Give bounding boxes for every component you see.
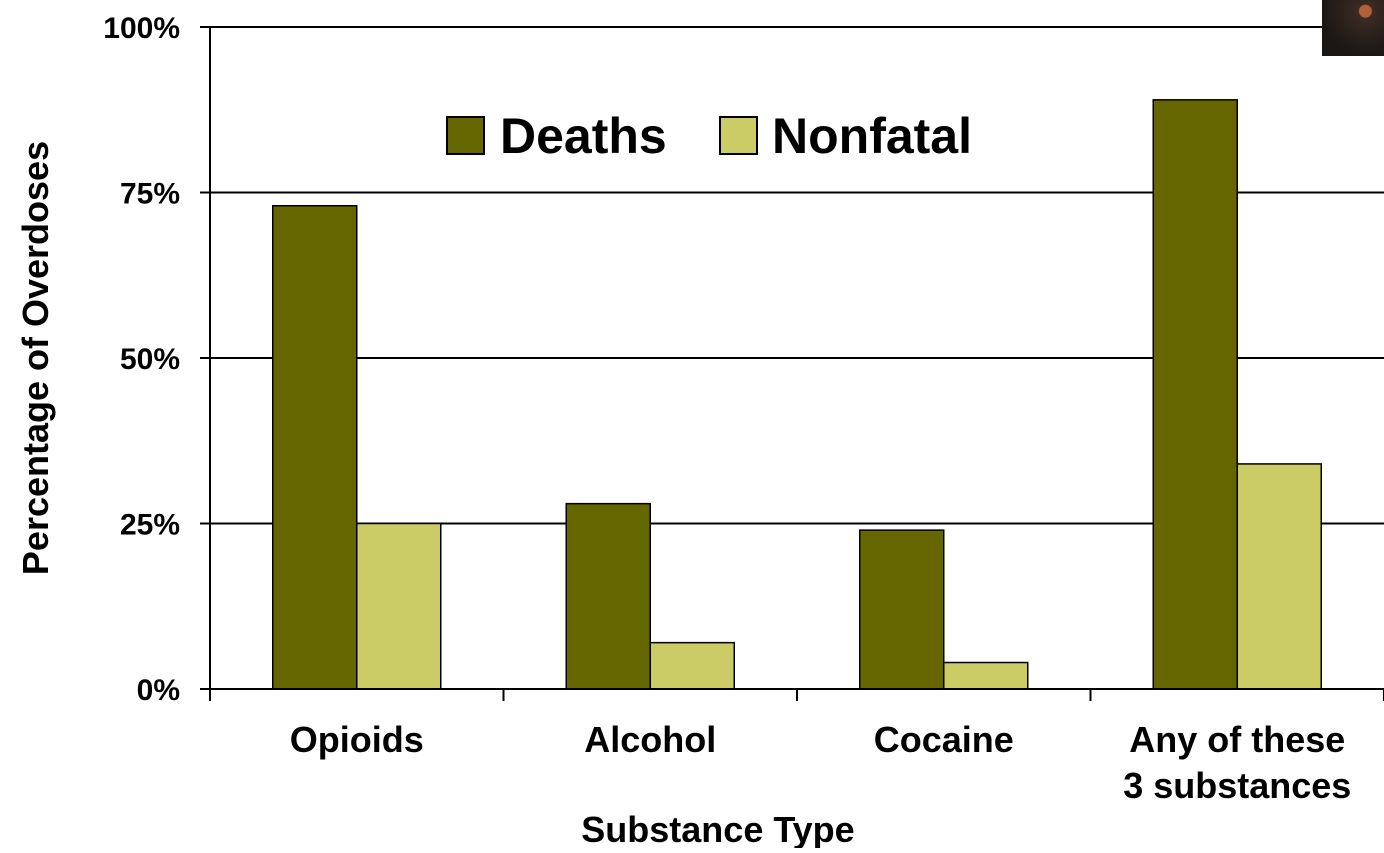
x-category-label: Alcohol [584, 719, 716, 760]
bar-deaths [565, 502, 651, 690]
bar-nonfatal [943, 661, 1029, 690]
y-tick-label: 25% [120, 509, 180, 542]
y-tick-labels: 0% 25% 50% 75% 100% [103, 12, 180, 707]
x-category-labels: Opioids Alcohol Cocaine Any of these 3 subst… [290, 719, 1352, 806]
y-axis-title: Percentage of Overdoses [15, 141, 56, 575]
x-category-label: Opioids [290, 719, 424, 760]
bar-deaths [1152, 99, 1238, 690]
axes [200, 26, 1384, 701]
bar-deaths [272, 204, 358, 690]
legend-label-nonfatal: Nonfatal [772, 108, 972, 164]
x-category-label: Any of these [1129, 719, 1345, 760]
bar-nonfatal [356, 522, 442, 690]
presenter-photo-thumbnail [1322, 0, 1384, 56]
y-tick-label: 50% [120, 343, 180, 376]
y-tick-label: 100% [103, 12, 180, 45]
legend-swatch-deaths [446, 116, 485, 155]
bar-nonfatal [1236, 463, 1322, 690]
y-tick-label: 0% [137, 674, 180, 707]
legend: Deaths Nonfatal [446, 108, 972, 164]
y-tick-label: 75% [120, 178, 180, 211]
bar-nonfatal [649, 641, 735, 690]
legend-label-deaths: Deaths [500, 108, 667, 164]
legend-swatch-nonfatal [719, 116, 758, 155]
x-category-label: Cocaine [874, 719, 1014, 760]
bars [272, 99, 1322, 690]
x-category-label: 3 substances [1123, 765, 1351, 806]
x-axis-title: Substance Type [581, 809, 854, 848]
bar-deaths [859, 529, 945, 690]
